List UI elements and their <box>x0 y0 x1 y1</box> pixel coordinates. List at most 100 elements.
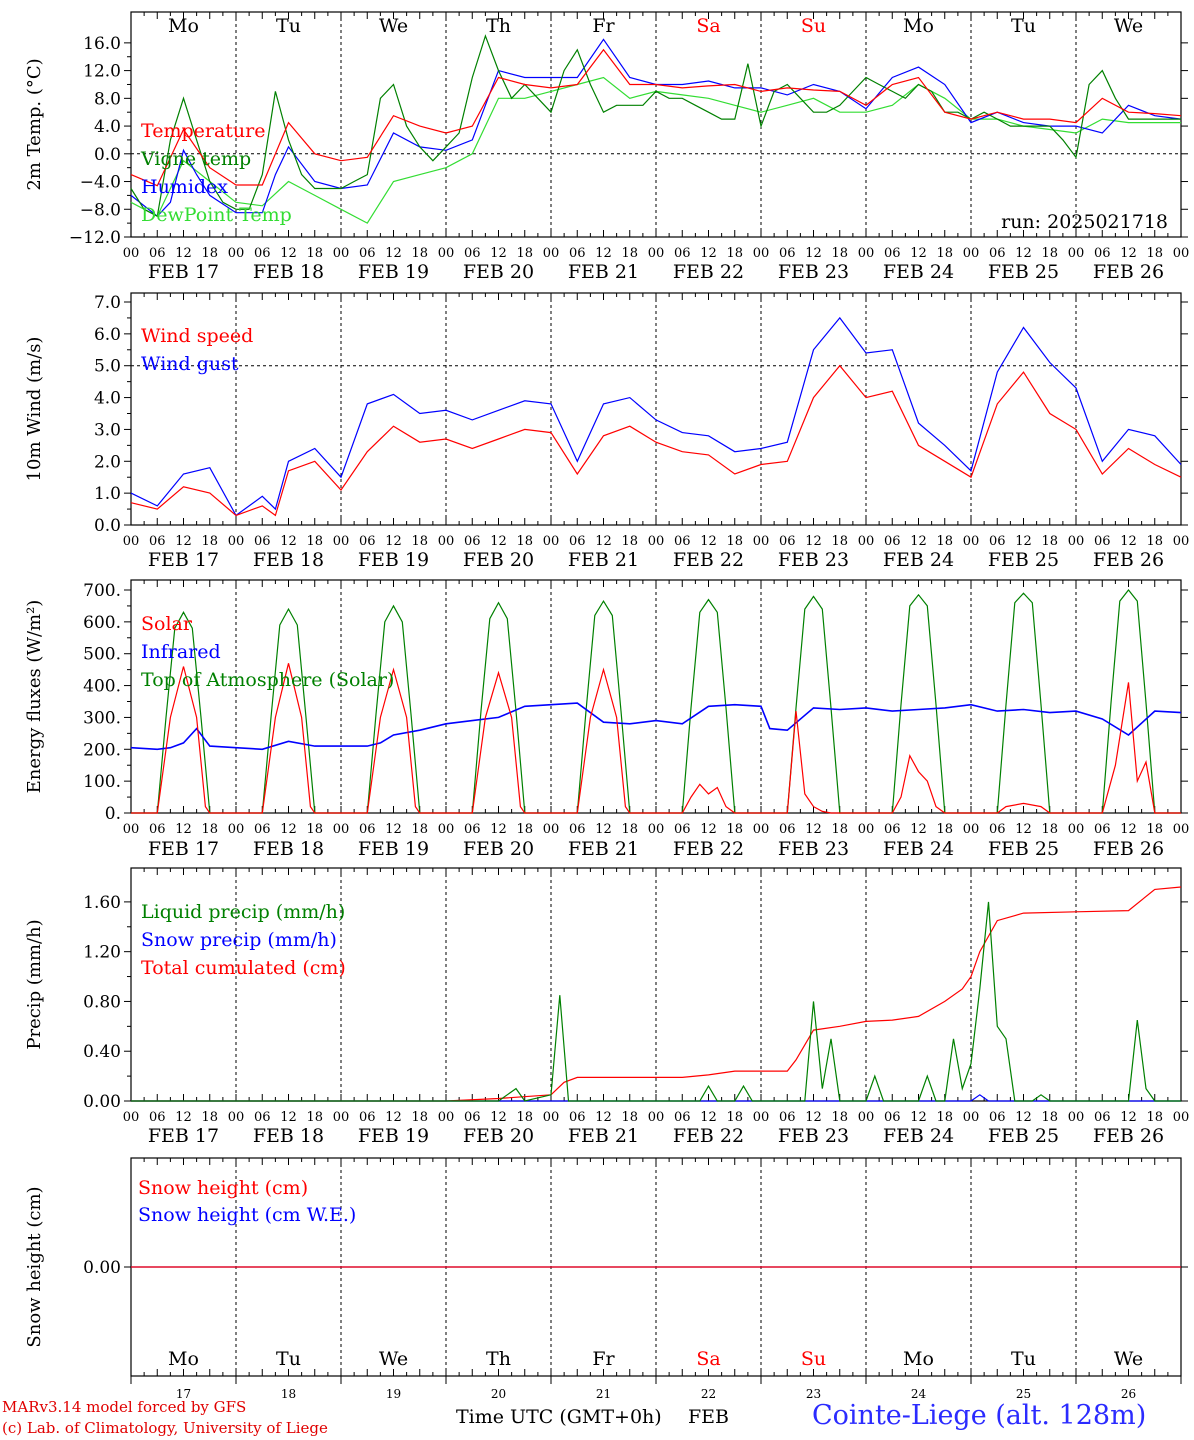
y-tick-label: 12.0 <box>83 62 121 82</box>
y-axis-label: 10m Wind (m/s) <box>24 337 45 482</box>
hour-tick-label: 06 <box>989 534 1006 549</box>
hour-tick-label: 06 <box>1094 246 1111 261</box>
date-label: FEB 18 <box>253 1125 324 1147</box>
hour-tick-label: 06 <box>989 246 1006 261</box>
date-label: FEB 20 <box>463 1125 534 1147</box>
hour-tick-label: 06 <box>359 1110 376 1125</box>
legend-entry: Snow height (cm) <box>138 1177 308 1199</box>
y-tick-label: 8.0 <box>94 89 121 109</box>
hour-tick-label: 06 <box>359 822 376 837</box>
date-label: FEB 25 <box>988 1125 1059 1147</box>
hour-tick-label: 18 <box>831 822 848 837</box>
legend-entry: Wind speed <box>141 325 253 347</box>
hour-tick-label: 18 <box>1041 1110 1058 1125</box>
hour-tick-label: 06 <box>884 1110 901 1125</box>
hour-tick-label: 12 <box>175 822 192 837</box>
hour-tick-label: 18 <box>411 246 428 261</box>
y-tick-label: 100. <box>83 772 121 792</box>
date-label: FEB 26 <box>1093 1125 1164 1147</box>
day-number: 19 <box>386 1387 401 1401</box>
day-name-top: We <box>1114 15 1143 37</box>
hour-tick-label: 12 <box>595 534 612 549</box>
hour-tick-label: 00 <box>228 1110 245 1125</box>
hour-tick-label: 12 <box>490 822 507 837</box>
date-label: FEB 25 <box>988 261 1059 283</box>
hour-tick-label: 00 <box>1173 534 1190 549</box>
hour-tick-label: 06 <box>779 822 796 837</box>
y-tick-label: 500. <box>83 645 121 665</box>
hour-tick-label: 00 <box>1068 246 1085 261</box>
hour-tick-label: 12 <box>910 822 927 837</box>
hour-tick-label: 00 <box>1173 822 1190 837</box>
hour-tick-label: 12 <box>1015 246 1032 261</box>
hour-tick-label: 18 <box>726 246 743 261</box>
series-line-solar <box>131 663 1181 814</box>
date-label: FEB 23 <box>778 549 849 571</box>
hour-tick-label: 18 <box>936 822 953 837</box>
y-axis-label: 2m Temp. (°C) <box>24 58 45 190</box>
date-label: FEB 17 <box>148 838 219 860</box>
day-name-bottom: We <box>379 1348 408 1370</box>
hour-tick-label: 00 <box>123 246 140 261</box>
hour-tick-label: 00 <box>228 822 245 837</box>
hour-tick-label: 12 <box>805 534 822 549</box>
hour-tick-label: 00 <box>753 534 770 549</box>
legend-entry: Snow height (cm W.E.) <box>138 1204 356 1226</box>
day-name-top: Th <box>486 15 511 37</box>
day-name-bottom: Fr <box>592 1348 615 1370</box>
hour-tick-label: 06 <box>989 822 1006 837</box>
date-label: FEB 26 <box>1093 261 1164 283</box>
hour-tick-label: 18 <box>831 1110 848 1125</box>
date-label: FEB 24 <box>883 549 954 571</box>
y-tick-label: 1.60 <box>83 893 121 913</box>
date-label: FEB 23 <box>778 1125 849 1147</box>
hour-tick-label: 18 <box>1041 534 1058 549</box>
hour-tick-label: 18 <box>936 1110 953 1125</box>
hour-tick-label: 12 <box>1015 1110 1032 1125</box>
y-axis-label: Snow height (cm) <box>24 1186 45 1347</box>
y-tick-label: 700. <box>83 581 121 601</box>
hour-tick-label: 00 <box>438 1110 455 1125</box>
hour-tick-label: 06 <box>149 1110 166 1125</box>
y-tick-label: 200. <box>83 740 121 760</box>
series-line-total-cumulated-cm- <box>131 886 1182 1102</box>
date-label: FEB 19 <box>358 549 429 571</box>
y-tick-label: 0.80 <box>83 992 121 1012</box>
day-name-bottom: Th <box>486 1348 511 1370</box>
hour-tick-label: 06 <box>254 1110 271 1125</box>
y-tick-label: 0.0 <box>94 516 121 536</box>
hour-tick-label: 12 <box>490 246 507 261</box>
hour-tick-label: 18 <box>831 534 848 549</box>
hour-tick-label: 06 <box>569 534 586 549</box>
series-line-wind-gust <box>130 316 1182 517</box>
day-number: 17 <box>176 1387 191 1401</box>
date-label: FEB 20 <box>463 261 534 283</box>
y-tick-label: 2.0 <box>94 452 121 472</box>
y-tick-label: 4.0 <box>94 389 121 409</box>
hour-tick-label: 12 <box>385 534 402 549</box>
hour-tick-label: 18 <box>621 246 638 261</box>
hour-tick-label: 06 <box>1094 534 1111 549</box>
y-tick-label: 1.20 <box>83 943 121 963</box>
series-line-liquid-precip-mm-h- <box>131 901 1181 1102</box>
y-tick-label: 400. <box>83 677 121 697</box>
hour-tick-label: 00 <box>648 246 665 261</box>
legend-entry: Vigne temp <box>140 148 251 170</box>
y-tick-label: 0.0 <box>94 145 121 165</box>
legend-entry: Solar <box>141 613 193 635</box>
hour-tick-label: 06 <box>569 1110 586 1125</box>
hour-tick-label: 06 <box>149 246 166 261</box>
legend-entry: Humidex <box>141 176 228 198</box>
date-label: FEB 22 <box>673 549 744 571</box>
day-name-top: Sa <box>696 15 720 37</box>
hour-tick-label: 18 <box>516 822 533 837</box>
hour-tick-label: 18 <box>1041 822 1058 837</box>
day-number: 24 <box>911 1387 927 1401</box>
date-label: FEB 19 <box>358 261 429 283</box>
y-tick-label: −8.0 <box>80 200 121 220</box>
hour-tick-label: 00 <box>963 534 980 549</box>
series-line-temperature <box>130 48 1182 187</box>
legend-entry: Liquid precip (mm/h) <box>141 901 345 923</box>
legend-entry: Temperature <box>141 120 265 142</box>
day-name-bottom: Tu <box>1011 1348 1036 1370</box>
